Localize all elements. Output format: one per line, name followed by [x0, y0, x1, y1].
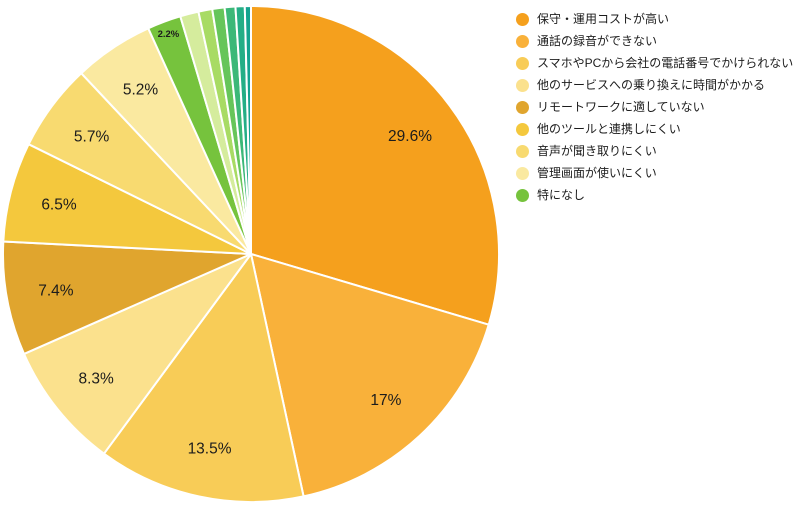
slice-percent-label: 2.2%	[158, 29, 180, 40]
slice-percent-label: 13.5%	[188, 441, 232, 458]
legend-label: 保守・運用コストが高い	[537, 12, 670, 26]
slice-percent-label: 5.2%	[123, 82, 159, 99]
legend-item: スマホやPCから会社の電話番号でかけられない	[516, 56, 793, 71]
legend-item: 他のツールと連携しにくい	[516, 122, 793, 137]
legend-label: 通話の録音ができない	[537, 34, 658, 48]
legend-item: 音声が聞き取りにくい	[516, 144, 793, 159]
legend-color-swatch	[516, 13, 529, 26]
legend-label: スマホやPCから会社の電話番号でかけられない	[537, 56, 794, 70]
slice-percent-label: 7.4%	[38, 282, 74, 299]
pie-slice-1	[250, 5, 500, 326]
pie-slice-4	[23, 253, 252, 455]
pie-slice-3	[102, 253, 305, 503]
slice-percent-label: 6.5%	[41, 197, 77, 214]
legend-item: 通話の録音ができない	[516, 34, 793, 49]
legend-label: 音声が聞き取りにくい	[537, 144, 657, 158]
legend-label: リモートワークに適していない	[537, 100, 705, 114]
slice-percent-label: 8.3%	[78, 371, 114, 388]
legend-color-swatch	[516, 79, 529, 92]
legend-item: リモートワークに適していない	[516, 100, 793, 115]
pie-slice-5	[2, 240, 252, 355]
pie-slice-2	[250, 253, 490, 498]
legend-item: 保守・運用コストが高い	[516, 12, 793, 27]
legend-color-swatch	[516, 189, 529, 202]
legend-color-swatch	[516, 167, 529, 180]
legend-label: 他のツールと連携しにくい	[537, 122, 681, 136]
legend-color-swatch	[516, 123, 529, 136]
slice-percent-label: 29.6%	[388, 128, 432, 145]
legend-color-swatch	[516, 35, 529, 48]
legend-color-swatch	[516, 101, 529, 114]
legend-item: 特になし	[516, 188, 793, 203]
pie-slice-15	[243, 5, 252, 255]
legend-label: 他のサービスへの乗り換えに時間がかかる	[537, 78, 766, 92]
legend-item: 管理画面が使いにくい	[516, 166, 793, 181]
chart-legend: 保守・運用コストが高い 通話の録音ができないスマホやPCから会社の電話番号でかけら…	[516, 12, 793, 210]
legend-item: 他のサービスへの乗り換えに時間がかかる	[516, 78, 793, 93]
legend-label: 特になし	[537, 188, 586, 202]
legend-label: 管理画面が使いにくい	[537, 166, 657, 180]
slice-percent-label: 5.7%	[74, 128, 110, 145]
legend-color-swatch	[516, 145, 529, 158]
slice-percent-label: 17%	[370, 392, 401, 409]
legend-color-swatch	[516, 57, 529, 70]
